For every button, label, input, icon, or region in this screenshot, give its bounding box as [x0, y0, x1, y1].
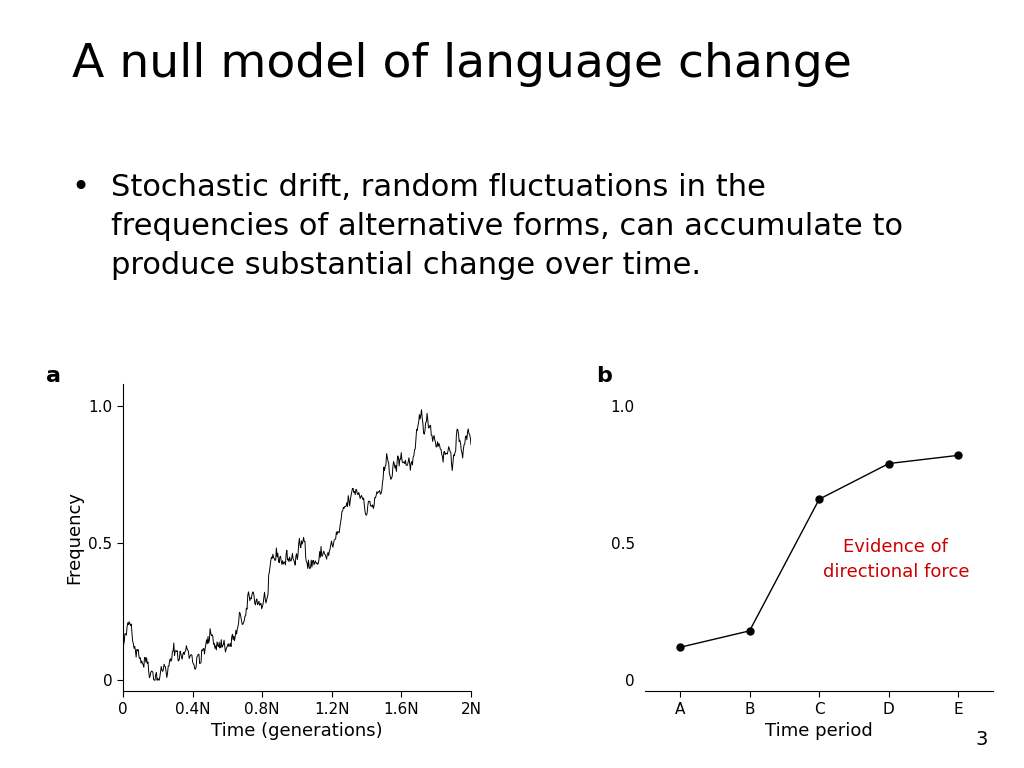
Text: Evidence of
directional force: Evidence of directional force	[822, 538, 969, 581]
Y-axis label: Frequency: Frequency	[65, 491, 83, 584]
Text: A null model of language change: A null model of language change	[72, 42, 852, 88]
Text: b: b	[596, 366, 612, 386]
Text: 3: 3	[976, 730, 988, 749]
X-axis label: Time period: Time period	[765, 722, 873, 740]
Text: a: a	[46, 366, 61, 386]
Text: Stochastic drift, random fluctuations in the
frequencies of alternative forms, c: Stochastic drift, random fluctuations in…	[111, 173, 902, 280]
Text: •: •	[72, 173, 90, 202]
X-axis label: Time (generations): Time (generations)	[211, 722, 383, 740]
